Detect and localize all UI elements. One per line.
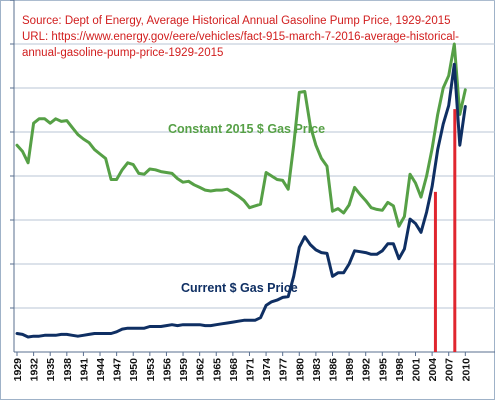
series-group [15, 42, 467, 339]
x-tick-labels: 1929 1932 1935 1938 1941 1944 1947 1950 1953 1956… [12, 352, 472, 381]
x-tick-label: 1938 [62, 358, 74, 382]
marker-group [433, 109, 457, 352]
source-line-2: URL: https://www.energy.gov/eere/vehicle… [22, 31, 459, 43]
source-line-1: Source: Dept of Energy, Average Historic… [22, 15, 451, 27]
x-tick-label: 1995 [377, 358, 389, 382]
x-tick-label: 2001 [411, 358, 423, 382]
x-tick-label: 1956 [161, 358, 173, 382]
x-tick-label: 1992 [361, 358, 373, 382]
x-tick-label: 1989 [344, 358, 356, 382]
x-tick-label: 1998 [394, 358, 406, 382]
x-tick-label: 1935 [45, 358, 57, 382]
x-tick-label: 1941 [78, 358, 90, 382]
x-tick-label: 1971 [244, 358, 256, 382]
current-price-line [15, 62, 467, 339]
x-tick-label: 1962 [195, 358, 207, 382]
constant-series-label: Constant 2015 $ Gas Price [168, 122, 325, 136]
grid-lines [14, 0, 495, 309]
x-tick-label: 2010 [460, 358, 472, 382]
constant-price-line [15, 42, 467, 228]
x-tick-label: 1953 [145, 358, 157, 382]
x-tick-label: 2004 [427, 358, 439, 382]
x-tick-label: 1974 [261, 358, 273, 382]
x-tick-label: 1968 [228, 358, 240, 382]
x-tick-label: 1986 [327, 358, 339, 382]
x-tick-label: 1929 [12, 358, 24, 382]
source-line-3: annual-gasoline-pump-price-1929-2015 [22, 47, 223, 59]
x-tick-label: 1959 [178, 358, 190, 382]
x-tick-label: 1965 [211, 358, 223, 382]
x-tick-label: 1950 [128, 358, 140, 382]
current-series-label: Current $ Gas Price [181, 281, 298, 295]
x-tick-label: 1980 [294, 358, 306, 382]
x-tick-label: 1983 [311, 358, 323, 382]
axes [10, 0, 495, 353]
x-tick-label: 1932 [29, 358, 41, 382]
x-tick-label: 1947 [112, 358, 124, 382]
x-tick-label: 1944 [95, 358, 107, 382]
x-tick-label: 2007 [444, 358, 456, 382]
x-tick-label: 1977 [278, 358, 290, 382]
